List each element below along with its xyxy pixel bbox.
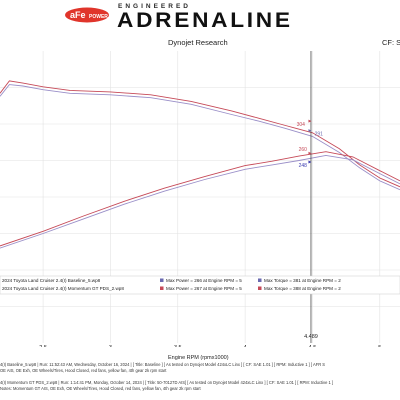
series-line-torque-1 (0, 80, 400, 188)
x-tick-label-3: 4 (244, 345, 247, 347)
legend-max-power-1: Max Power = 267 at Engine RPM = 5 (166, 286, 242, 291)
footer-notes-1: OE AIS, OE Exh, OE Wheels/Tires, Hood Cl… (0, 368, 167, 373)
x-tick-label-4: 4.5 (309, 345, 317, 347)
x-axis-title: Engine RPM (rpmx1000) (168, 355, 229, 361)
header: aFe POWER ENGINEERED ADRENALINE (0, 0, 400, 34)
cursor-readout-3: 248 (299, 163, 308, 169)
cursor-marker-2 (308, 151, 312, 155)
legend-swatch-torque-1 (258, 286, 262, 290)
cursor-marker-0 (308, 119, 312, 123)
brand-top-text: ENGINEERED (118, 3, 191, 10)
x-tick-label-5: 5 (378, 345, 381, 347)
series-line-power-3 (0, 151, 400, 247)
legend-max-torque-0: Max Torque = 381 at Engine RPM = 2 (264, 278, 341, 283)
svg-text:aFe: aFe (70, 10, 86, 20)
x-tick-label-1: 3 (109, 345, 112, 347)
cursor-marker-1 (308, 129, 312, 133)
footer-run-info-2: 4(I) Momentum GT PDS_2.wp8 | Run: 1:14:4… (0, 380, 334, 385)
legend-series-name-1: 2024 Toyota Land Cruiser 2.4(I) Momentum… (2, 286, 124, 291)
legend-swatch-power-0 (160, 278, 164, 282)
brand-main-text: ADRENALINE (117, 9, 293, 32)
dyno-chart: 4.489 304 291 260 248 2024 Toyota Land Cruise… (0, 51, 400, 347)
correction-factor-label: CF: S (382, 38, 400, 47)
series-line-torque-0 (0, 84, 400, 191)
afe-power-logo: aFe POWER (65, 7, 109, 23)
footer-run-info-1: 4(I) Baseline_5.wp8 | Run: 11:52:43 AM, … (0, 362, 326, 367)
cursor-marker-3 (308, 160, 312, 164)
cursor-readout-1: 291 (315, 132, 324, 138)
cursor-readout-0: 304 (297, 122, 306, 128)
x-tick-label-0: 2.5 (39, 345, 47, 347)
series-line-power-2 (0, 154, 400, 249)
legend-box (0, 275, 400, 295)
dyno-subtitle: Dynojet Research (168, 38, 228, 47)
legend-swatch-power-1 (160, 286, 164, 290)
footer-notes-2: Notes: Momentum GT AIS, OE Exh, OE Wheel… (0, 386, 201, 391)
cursor-value-label: 4.489 (304, 334, 318, 340)
legend-series-name-0: 2024 Toyota Land Cruiser 2.4(I) Baseline… (2, 278, 101, 283)
legend-swatch-torque-0 (258, 278, 262, 282)
legend-max-torque-1: Max Torque = 388 at Engine RPM = 2 (264, 286, 341, 291)
svg-text:POWER: POWER (89, 14, 108, 20)
legend-max-power-0: Max Power = 266 at Engine RPM = 5 (166, 278, 242, 283)
cursor-readout-2: 260 (299, 147, 308, 153)
x-tick-label-2: 3.5 (174, 345, 182, 347)
